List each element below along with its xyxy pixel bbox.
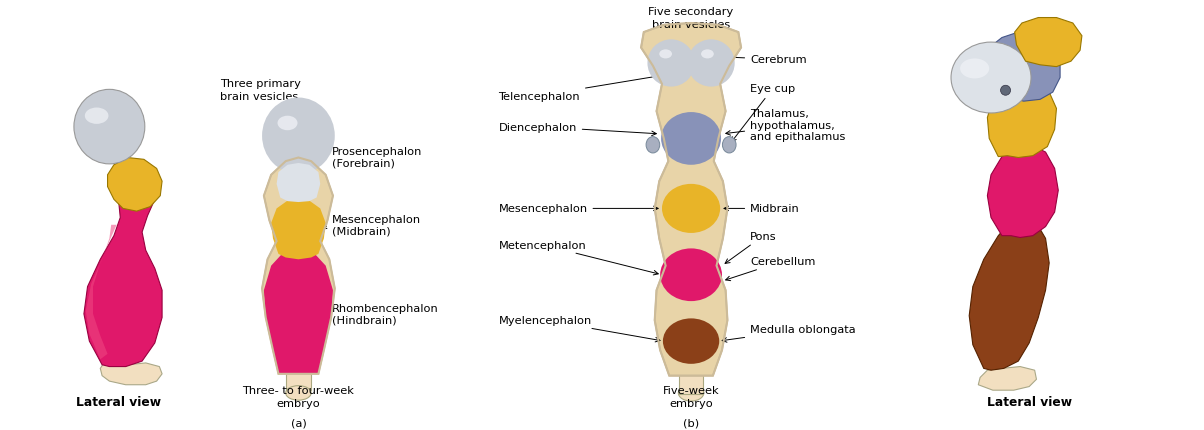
Text: Myelencephalon: Myelencephalon [498,316,660,342]
Text: Thalamus,
hypothalamus,
and epithalamus: Thalamus, hypothalamus, and epithalamus [726,109,845,142]
Ellipse shape [663,319,719,364]
Polygon shape [641,24,742,376]
Polygon shape [85,225,117,359]
Polygon shape [262,158,335,374]
Ellipse shape [661,113,721,166]
Ellipse shape [262,98,335,175]
Polygon shape [264,251,334,374]
Polygon shape [107,158,163,212]
Ellipse shape [647,137,660,154]
Text: Mesencephalon
(Midbrain): Mesencephalon (Midbrain) [323,215,421,236]
Text: Midbrain: Midbrain [724,204,799,214]
Text: Three- to four-week
embryo: Three- to four-week embryo [242,385,354,408]
Text: Cerebrum: Cerebrum [720,55,807,65]
Text: Prosencephalon
(Forebrain): Prosencephalon (Forebrain) [312,147,423,168]
Circle shape [1001,86,1010,96]
Text: Mesencephalon: Mesencephalon [498,204,659,214]
Text: Eye cup: Eye cup [732,84,796,142]
Text: Three primary
brain vesicles: Three primary brain vesicles [220,78,301,101]
Text: Metencephalon: Metencephalon [498,240,659,275]
Ellipse shape [722,137,736,154]
Polygon shape [1015,18,1082,68]
Text: Lateral view: Lateral view [986,396,1072,408]
Polygon shape [84,173,163,367]
Ellipse shape [73,90,144,165]
Polygon shape [271,198,326,260]
Text: Cerebellum: Cerebellum [726,257,815,281]
Text: (b): (b) [683,418,700,427]
Ellipse shape [701,50,714,59]
Polygon shape [277,163,320,203]
Polygon shape [679,374,703,394]
Polygon shape [969,218,1049,370]
Text: Telencephalon: Telencephalon [498,75,662,101]
Ellipse shape [662,184,720,233]
Polygon shape [987,145,1058,238]
Text: Medulla oblongata: Medulla oblongata [722,325,856,342]
Text: Five secondary
brain vesicles: Five secondary brain vesicles [649,7,733,30]
Polygon shape [979,367,1037,390]
Ellipse shape [84,108,108,125]
Ellipse shape [648,40,695,87]
Ellipse shape [687,40,734,87]
Ellipse shape [277,117,297,131]
Polygon shape [285,372,311,390]
Ellipse shape [285,386,311,400]
Text: (a): (a) [290,418,306,427]
Ellipse shape [678,385,704,401]
Polygon shape [984,33,1060,102]
Text: Rhombencephalon
(Hindbrain): Rhombencephalon (Hindbrain) [325,303,438,325]
Text: Diencephalon: Diencephalon [498,122,656,136]
Ellipse shape [660,249,722,301]
Ellipse shape [660,50,672,59]
Text: Lateral view: Lateral view [76,396,161,408]
Ellipse shape [951,43,1031,114]
Polygon shape [100,363,163,385]
Ellipse shape [960,59,990,79]
Polygon shape [987,80,1056,158]
Text: Pons: Pons [725,231,777,264]
Text: Five-week
embryo: Five-week embryo [662,385,719,408]
